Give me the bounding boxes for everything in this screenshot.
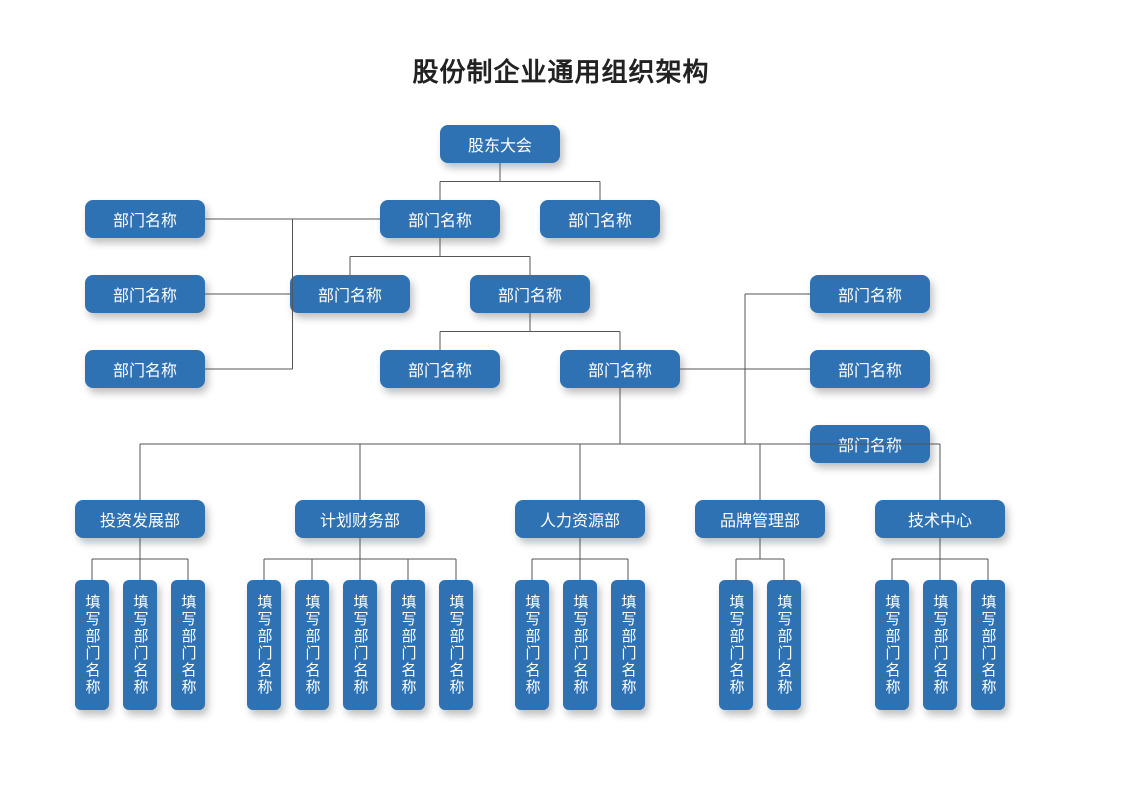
node-division-2: 人力资源部 bbox=[515, 500, 645, 538]
node-leaf-2-0: 填写部门名称 bbox=[515, 580, 549, 710]
node-division-0: 投资发展部 bbox=[75, 500, 205, 538]
node-leaf-0-1: 填写部门名称 bbox=[123, 580, 157, 710]
node-leaf-1-1: 填写部门名称 bbox=[295, 580, 329, 710]
node-lvl2-right: 部门名称 bbox=[540, 200, 660, 238]
node-leftstack-1: 部门名称 bbox=[85, 275, 205, 313]
node-leaf-0-2: 填写部门名称 bbox=[171, 580, 205, 710]
node-root: 股东大会 bbox=[440, 125, 560, 163]
node-leftstack-2: 部门名称 bbox=[85, 350, 205, 388]
node-leaf-1-4: 填写部门名称 bbox=[439, 580, 473, 710]
node-leaf-1-2: 填写部门名称 bbox=[343, 580, 377, 710]
node-leaf-2-1: 填写部门名称 bbox=[563, 580, 597, 710]
node-leaf-3-0: 填写部门名称 bbox=[719, 580, 753, 710]
node-lvl3-a: 部门名称 bbox=[290, 275, 410, 313]
node-leaf-2-2: 填写部门名称 bbox=[611, 580, 645, 710]
node-division-1: 计划财务部 bbox=[295, 500, 425, 538]
node-rightstack-1: 部门名称 bbox=[810, 350, 930, 388]
node-leaf-0-0: 填写部门名称 bbox=[75, 580, 109, 710]
node-leaf-4-0: 填写部门名称 bbox=[875, 580, 909, 710]
node-leaf-1-3: 填写部门名称 bbox=[391, 580, 425, 710]
node-leaf-1-0: 填写部门名称 bbox=[247, 580, 281, 710]
node-division-4: 技术中心 bbox=[875, 500, 1005, 538]
node-lvl3-b: 部门名称 bbox=[470, 275, 590, 313]
node-lvl4-a: 部门名称 bbox=[380, 350, 500, 388]
node-lvl2-center: 部门名称 bbox=[380, 200, 500, 238]
node-leaf-3-1: 填写部门名称 bbox=[767, 580, 801, 710]
node-leaf-4-1: 填写部门名称 bbox=[923, 580, 957, 710]
node-rightstack-0: 部门名称 bbox=[810, 275, 930, 313]
node-leftstack-0: 部门名称 bbox=[85, 200, 205, 238]
node-leaf-4-2: 填写部门名称 bbox=[971, 580, 1005, 710]
node-rightstack-2: 部门名称 bbox=[810, 425, 930, 463]
node-lvl4-b: 部门名称 bbox=[560, 350, 680, 388]
node-division-3: 品牌管理部 bbox=[695, 500, 825, 538]
org-chart-canvas: 股份制企业通用组织架构 股东大会部门名称部门名称部门名称部门名称部门名称部门名称… bbox=[0, 0, 1122, 793]
chart-title: 股份制企业通用组织架构 bbox=[0, 52, 1122, 89]
